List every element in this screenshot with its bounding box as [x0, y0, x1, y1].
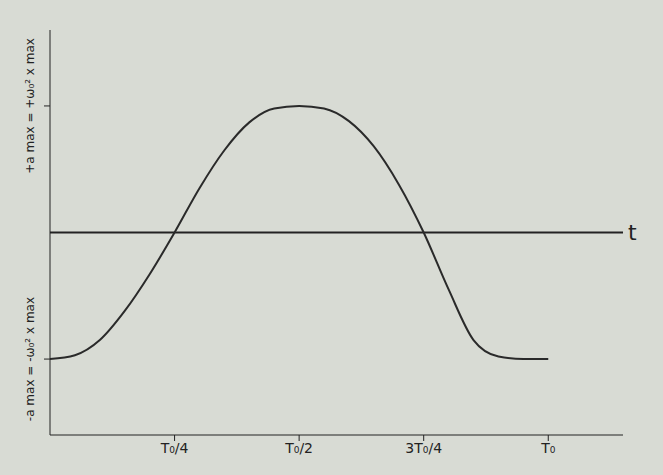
svg-text:-a max = -ω₀² x max: -a max = -ω₀² x max: [23, 297, 37, 421]
svg-text:T₀/2: T₀/2: [284, 440, 313, 456]
svg-text:+a max = +ω₀² x max: +a max = +ω₀² x max: [23, 38, 37, 174]
svg-text:t: t: [628, 220, 637, 245]
svg-text:T₀/4: T₀/4: [160, 440, 189, 456]
svg-text:T₀: T₀: [540, 440, 556, 456]
svg-text:3T₀/4: 3T₀/4: [405, 440, 442, 456]
